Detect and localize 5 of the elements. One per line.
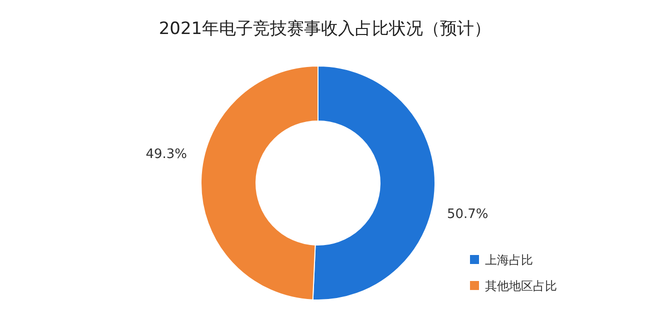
legend-label: 其他地区占比 bbox=[485, 279, 557, 293]
data-label: 50.7% bbox=[446, 206, 488, 222]
legend-label: 上海占比 bbox=[485, 253, 533, 267]
data-label: 49.3% bbox=[146, 147, 188, 162]
chart-title: 2021年电子竞技赛事收入占比状况（预计） bbox=[158, 19, 492, 39]
